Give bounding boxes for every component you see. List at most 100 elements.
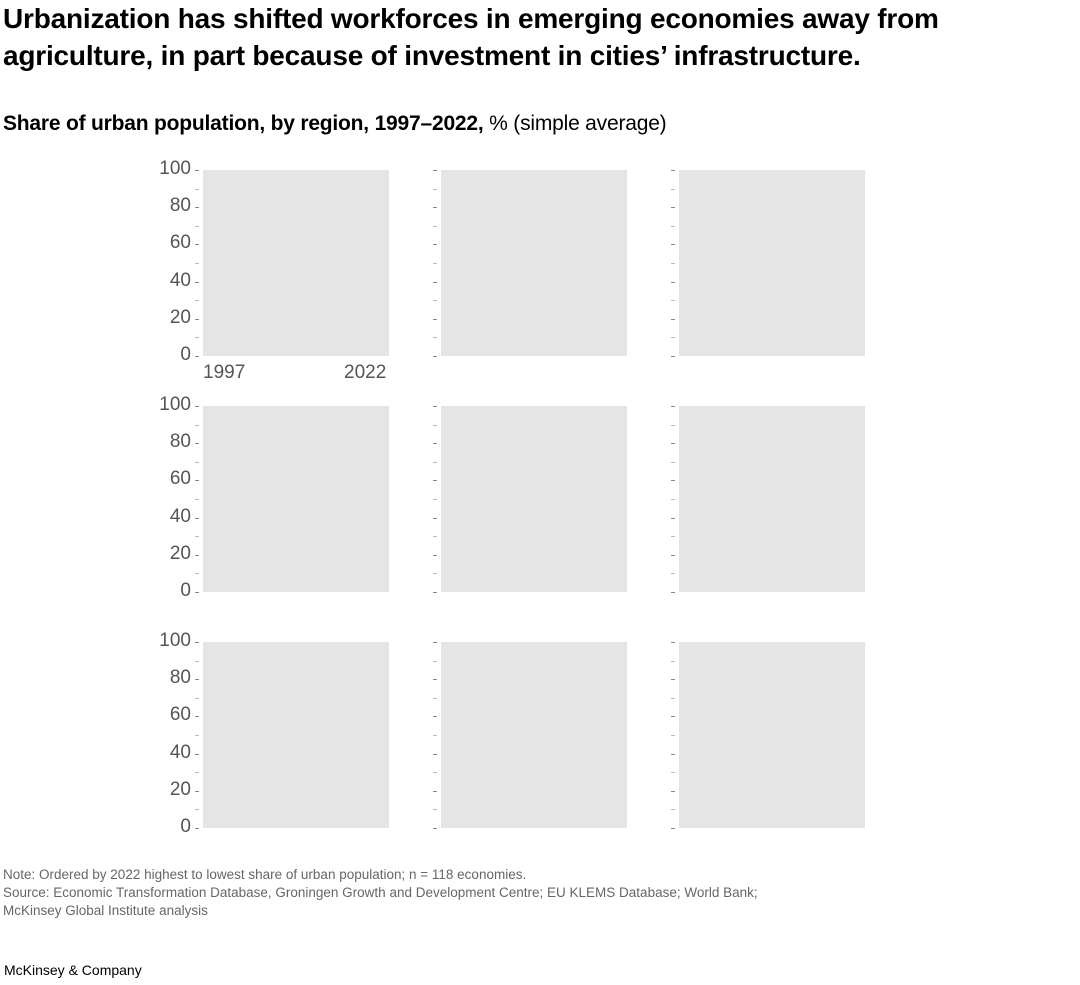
y-tick-mark [195,499,199,500]
y-tick-label: 40 [169,270,191,291]
y-tick-mark [433,300,437,301]
y-tick-mark [433,809,437,810]
chart-panel-r3-c3 [679,642,865,828]
y-tick-label: 60 [169,468,191,489]
y-tick-mark [433,356,437,357]
y-tick-mark [433,425,437,426]
y-tick-mark [671,642,675,643]
y-tick-mark [671,207,675,208]
y-tick-mark [433,791,437,792]
note-text: Note: Ordered by 2022 highest to lowest … [3,867,527,882]
y-tick-mark [195,716,199,717]
y-tick-label: 80 [169,667,191,688]
chart-subtitle: Share of urban population, by region, 19… [3,110,667,138]
y-tick-label: 100 [159,394,191,415]
y-tick-label: 0 [180,580,191,601]
y-tick-label: 100 [159,630,191,651]
y-tick-mark [195,661,199,662]
y-tick-label: 20 [169,543,191,564]
y-tick-mark [195,189,199,190]
y-tick-mark [671,244,675,245]
y-tick-mark [433,263,437,264]
subtitle-main: Share of urban population, by region, 19… [3,112,484,135]
y-tick-mark [433,735,437,736]
chart-panel-r2-c3 [679,406,865,592]
y-tick-mark [433,189,437,190]
y-tick-mark [195,300,199,301]
y-tick-mark [195,226,199,227]
y-tick-mark [671,356,675,357]
source-text-2: McKinsey Global Institute analysis [3,903,208,918]
y-tick-mark [433,754,437,755]
chart-panel-r2-c2 [441,406,627,592]
source-text-1: Source: Economic Transformation Database… [3,885,758,900]
y-tick-mark [433,716,437,717]
y-tick-mark [195,425,199,426]
y-tick-mark [195,809,199,810]
chart-panel-r2-c1 [203,406,389,592]
y-tick-mark [433,661,437,662]
y-tick-mark [195,592,199,593]
subtitle-unit: % (simple average) [483,112,667,135]
y-tick-mark [671,573,675,574]
y-tick-mark [671,337,675,338]
y-tick-mark [195,555,199,556]
y-tick-mark [671,462,675,463]
chart-panel-r3-c1 [203,642,389,828]
y-tick-mark [195,406,199,407]
y-tick-mark [671,319,675,320]
y-tick-mark [195,170,199,171]
chart-panel-r1-c2 [441,170,627,356]
y-tick-mark [195,462,199,463]
y-tick-mark [195,754,199,755]
y-tick-mark [433,244,437,245]
y-tick-mark [195,319,199,320]
y-tick-mark [195,536,199,537]
y-tick-mark [671,499,675,500]
y-tick-mark [671,263,675,264]
x-axis-start-label: 1997 [203,362,246,383]
y-tick-label: 0 [180,816,191,837]
y-tick-label: 20 [169,779,191,800]
y-tick-mark [195,443,199,444]
y-tick-mark [433,226,437,227]
y-tick-mark [195,679,199,680]
y-tick-mark [433,406,437,407]
y-tick-mark [433,207,437,208]
y-tick-mark [671,809,675,810]
y-tick-mark [671,406,675,407]
y-tick-mark [195,337,199,338]
y-tick-mark [433,536,437,537]
y-tick-mark [195,735,199,736]
y-tick-mark [671,425,675,426]
y-tick-mark [433,443,437,444]
y-tick-mark [671,282,675,283]
y-tick-mark [433,698,437,699]
y-tick-mark [195,263,199,264]
y-tick-mark [671,226,675,227]
y-tick-mark [671,170,675,171]
y-tick-label: 80 [169,195,191,216]
brand-logo-text: McKinsey & Company [4,962,142,978]
y-tick-label: 0 [180,344,191,365]
y-tick-label: 80 [169,431,191,452]
footnote: Note: Ordered by 2022 highest to lowest … [3,866,758,920]
y-tick-mark [195,207,199,208]
y-tick-mark [671,592,675,593]
y-tick-mark [671,661,675,662]
y-tick-mark [195,356,199,357]
y-tick-mark [195,828,199,829]
y-tick-mark [671,698,675,699]
y-tick-mark [671,443,675,444]
y-tick-mark [671,828,675,829]
chart-title: Urbanization has shifted workforces in e… [3,3,939,71]
y-tick-mark [433,573,437,574]
y-tick-mark [671,189,675,190]
y-tick-mark [671,754,675,755]
y-tick-mark [433,679,437,680]
y-tick-mark [195,244,199,245]
y-tick-mark [671,791,675,792]
y-tick-mark [671,300,675,301]
y-tick-label: 60 [169,232,191,253]
y-tick-mark [671,735,675,736]
